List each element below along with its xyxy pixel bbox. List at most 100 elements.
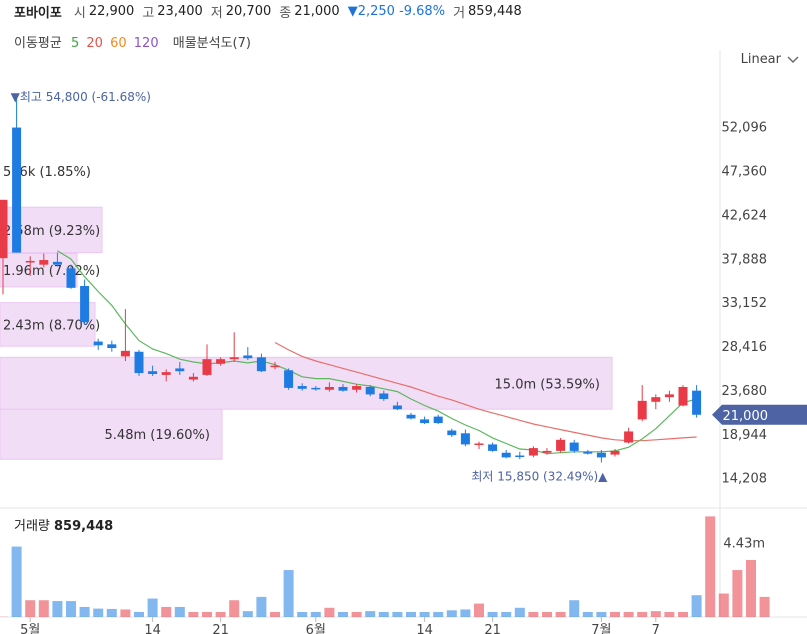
volume-bar (174, 606, 185, 617)
candle-body (596, 452, 606, 458)
candle-body (52, 261, 62, 265)
candle-body (406, 414, 416, 419)
candle-body (229, 357, 239, 360)
candle-body (134, 351, 144, 374)
volume-profile-label: 516k (1.85%) (3, 165, 91, 180)
volume-profile-bar (0, 206, 103, 254)
volume-profile-label: 1.96m (7.02%) (3, 264, 100, 279)
volume-bar (338, 611, 348, 617)
x-tick-label: 5월 (20, 623, 40, 634)
volume-bar (419, 611, 430, 617)
y-tick-label: 52,096 (722, 121, 768, 136)
ma5-toggle[interactable]: 5 (70, 36, 80, 51)
volume-bar (310, 611, 321, 617)
y-tick-label: 14,208 (722, 472, 768, 487)
volume-axis-label: 4.43m (723, 537, 765, 552)
volume-bar (351, 611, 362, 617)
volume-bar (596, 611, 607, 617)
candle-body (637, 400, 647, 420)
x-tick-label: 6월 (306, 623, 326, 634)
candle-body (651, 397, 661, 402)
x-tick-label: 14 (416, 623, 433, 634)
volume-bar (188, 611, 199, 617)
high-label: 고 (142, 5, 155, 21)
quote-header: 포바이포 시 22,900 고 23,400 저 20,700 종 21,000… (14, 0, 530, 22)
volume-profile-label: 2.43m (8.70%) (3, 318, 100, 333)
x-tick-label: 7 (652, 623, 660, 634)
volume-profile-bar (0, 253, 78, 288)
candle-body (12, 127, 22, 253)
volume-bar (460, 609, 471, 617)
y-tick-label: 23,680 (722, 384, 768, 399)
candle-body (311, 387, 321, 390)
candle-body (352, 386, 362, 390)
volume-bar (120, 609, 131, 617)
ma120-toggle[interactable]: 120 (133, 36, 159, 51)
candle-body (474, 443, 484, 445)
candle-body (515, 455, 525, 458)
candle-body (0, 199, 8, 259)
volume-bar (623, 611, 634, 617)
candle-body (664, 394, 674, 398)
candle-body (39, 260, 49, 265)
volume-value: 859,448 (468, 3, 522, 19)
volume-bar (446, 610, 457, 617)
volume-bar (11, 546, 22, 617)
volume-bar (52, 601, 63, 617)
volume-bar (79, 606, 90, 617)
volume-profile-bar (0, 302, 96, 347)
volume-bar (528, 611, 539, 617)
candle-body (80, 285, 90, 323)
volume-bar (718, 593, 729, 617)
volume-bar (746, 559, 756, 617)
candle-body (488, 444, 498, 451)
volume-bar (229, 600, 240, 617)
volume-pane-label: 거래량 859,448 (14, 519, 113, 534)
x-tick-label: 21 (212, 623, 229, 634)
volume-bar (106, 608, 117, 617)
volume-bar (678, 611, 688, 617)
ma20-toggle[interactable]: 20 (86, 36, 103, 51)
candle-body (161, 372, 171, 375)
volume-bar (25, 600, 36, 617)
candle-body (624, 431, 634, 443)
candle-body (501, 452, 511, 458)
candle-body (93, 341, 103, 346)
current-price-label: 21,000 (723, 409, 769, 424)
x-tick-label: 14 (144, 623, 161, 634)
candle-body (216, 359, 226, 364)
y-tick-label: 37,888 (722, 252, 768, 267)
volume-bar (705, 516, 716, 617)
candle-body (379, 393, 389, 400)
volume-bar (732, 570, 743, 617)
volume-bar (514, 607, 525, 617)
ma60-toggle[interactable]: 60 (110, 36, 127, 51)
candle-body (284, 370, 294, 388)
low-price-marker: 최저 15,850 (32.49%)▲ (471, 469, 608, 483)
candle-body (460, 433, 470, 445)
scale-dropdown[interactable]: Linear (741, 52, 799, 67)
volume-label: 거 (453, 5, 466, 21)
volume-bar (215, 611, 226, 617)
volume-bar (297, 611, 308, 617)
low-label: 저 (210, 5, 223, 21)
ma-label[interactable]: 이동평균 (14, 36, 62, 51)
volume-bar (392, 611, 403, 617)
candle-body (365, 386, 375, 395)
candle-body (569, 442, 579, 451)
volume-bar (256, 596, 267, 617)
volume-bar (555, 611, 566, 617)
candle-body (433, 416, 443, 424)
volume-bar (242, 611, 253, 617)
volume-profile-toggle[interactable]: 매물분석도(7) (172, 36, 251, 51)
volume-profile-label: 15.0m (53.59%) (495, 377, 600, 392)
close-value: 21,000 (294, 3, 340, 19)
ma5-line (57, 250, 697, 455)
volume-bar (93, 608, 104, 617)
volume-bar (134, 611, 144, 617)
candle-body (542, 450, 552, 453)
candle-body (447, 430, 457, 436)
volume-bar (542, 611, 552, 617)
volume-bar (650, 611, 661, 617)
